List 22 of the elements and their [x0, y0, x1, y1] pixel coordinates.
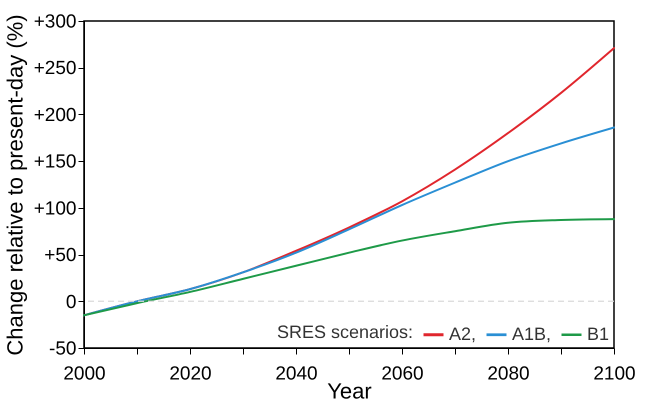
- y-tick-label: +200: [34, 104, 76, 126]
- x-tick-label: 2020: [169, 364, 212, 384]
- y-tick-label: 0: [66, 292, 76, 313]
- legend-label: B1: [587, 324, 610, 344]
- y-tick-label: +250: [34, 58, 76, 80]
- y-tick-label: -50: [49, 338, 76, 360]
- y-tick-label: +300: [34, 12, 76, 32]
- y-tick-label: +50: [44, 245, 76, 266]
- x-tick-label: 2080: [487, 364, 530, 384]
- y-tick-label: +100: [34, 198, 76, 220]
- legend-title: SRES scenarios:: [277, 322, 414, 342]
- y-tick-label: +150: [34, 152, 76, 173]
- legend-label: A1B,: [512, 324, 552, 344]
- x-axis-title: Year: [327, 378, 372, 404]
- x-tick-label: 2100: [593, 364, 636, 384]
- legend-label: A2,: [449, 324, 476, 344]
- x-tick-label: 2060: [381, 364, 424, 384]
- line-series: [83, 126, 615, 316]
- x-tick-label: 2040: [275, 364, 318, 384]
- line-series: [83, 218, 615, 316]
- x-tick-label: 2000: [63, 364, 106, 384]
- y-axis-title: Change relative to present-day (%): [2, 14, 28, 356]
